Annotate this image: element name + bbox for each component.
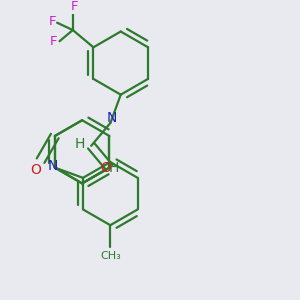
Text: N: N <box>48 159 58 173</box>
Text: F: F <box>50 35 58 48</box>
Text: CH₃: CH₃ <box>100 251 121 261</box>
Text: O: O <box>30 163 41 177</box>
Text: F: F <box>71 0 78 13</box>
Text: H: H <box>109 161 119 176</box>
Text: N: N <box>107 111 117 125</box>
Text: F: F <box>49 15 56 28</box>
Text: H: H <box>75 137 85 151</box>
Text: O: O <box>100 161 111 176</box>
